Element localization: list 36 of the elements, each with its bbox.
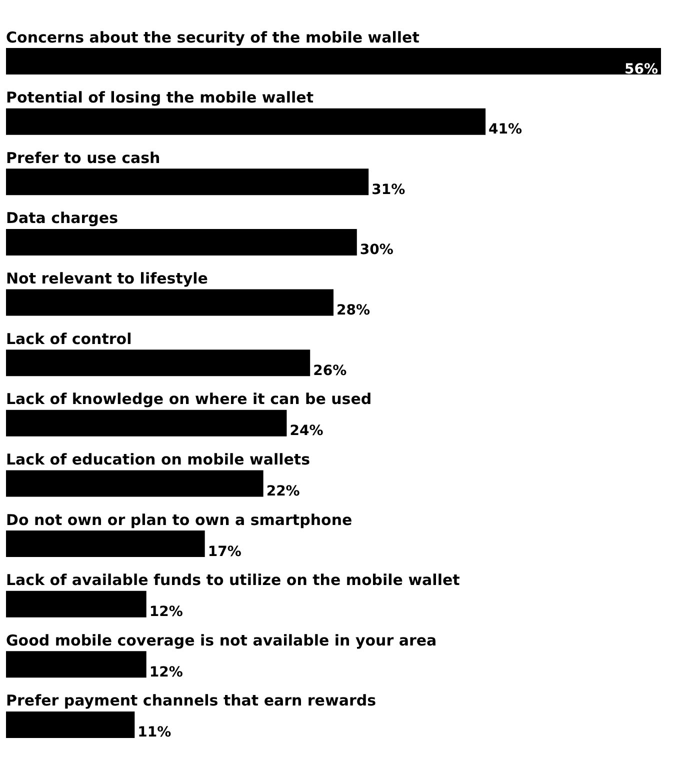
bar — [6, 48, 661, 75]
y-tick-label: Not relevant to lifestyle — [6, 270, 208, 288]
y-tick-label: Lack of knowledge on where it can be used — [6, 390, 372, 408]
y-tick-label: Concerns about the security of the mobile wallet — [6, 28, 420, 46]
y-tick-label: Data charges — [6, 209, 118, 228]
bar — [6, 228, 357, 256]
y-tick-label: Lack of available funds to utilize on the mobile wallet — [6, 571, 460, 590]
bar — [6, 711, 135, 738]
y-tick-label: Lack of control — [6, 330, 132, 348]
bar — [6, 530, 205, 558]
data-label: 24% — [290, 423, 324, 440]
y-tick-label: Do not own or plan to own a smartphone — [6, 510, 352, 529]
bar — [6, 289, 334, 316]
data-label: 12% — [149, 664, 183, 680]
data-label: 30% — [360, 242, 394, 258]
data-label: 26% — [313, 362, 347, 379]
y-tick-label: Prefer payment channels that earn rewards — [6, 692, 376, 710]
y-tick-label: Prefer to use cash — [6, 148, 160, 167]
bar — [6, 410, 287, 436]
bar — [6, 470, 264, 497]
bar — [6, 590, 146, 618]
data-label: 31% — [372, 182, 406, 198]
data-label: 28% — [336, 302, 370, 319]
y-tick-label: Good mobile coverage is not available in your area — [6, 631, 437, 650]
data-label: 56% — [624, 61, 658, 78]
data-label: 22% — [266, 483, 300, 500]
y-tick-label: Potential of losing the mobile wallet — [6, 88, 314, 107]
data-label: 11% — [138, 724, 172, 741]
data-label: 41% — [488, 122, 522, 138]
y-tick-label: Lack of education on mobile wallets — [6, 450, 310, 468]
bar — [6, 651, 146, 678]
bar — [6, 168, 369, 196]
data-label: 12% — [149, 604, 183, 620]
bar — [6, 350, 310, 376]
data-label: 17% — [208, 544, 242, 560]
bar — [6, 108, 486, 135]
